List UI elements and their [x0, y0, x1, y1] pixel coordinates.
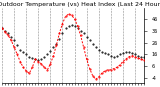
Title: Milw. Outdoor Temperature (vs) Heat Index (Last 24 Hours): Milw. Outdoor Temperature (vs) Heat Inde… [0, 2, 160, 7]
